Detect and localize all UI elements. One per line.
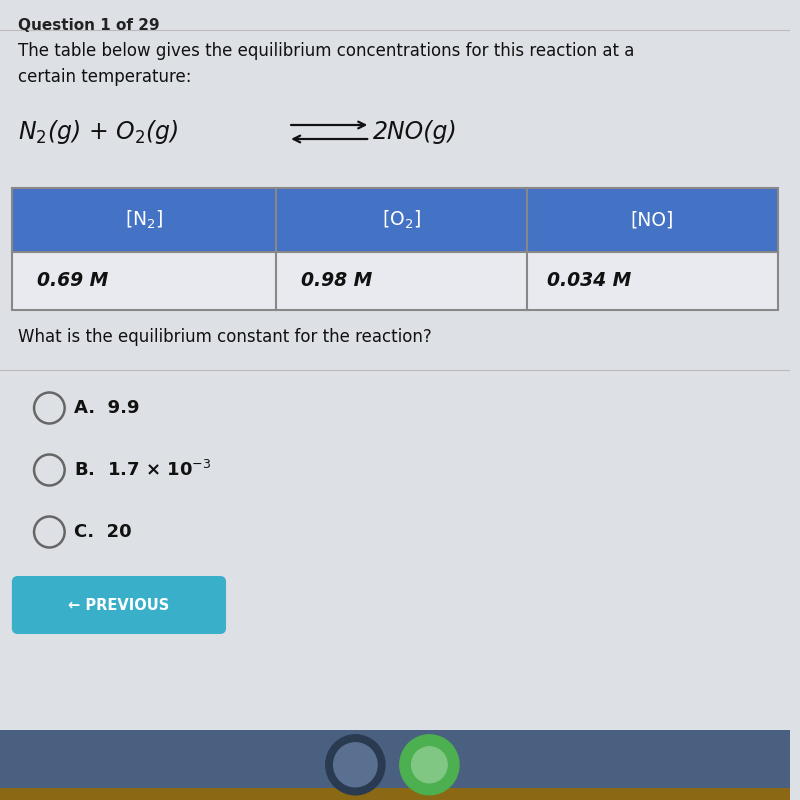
Circle shape xyxy=(412,747,447,782)
Text: 0.98 M: 0.98 M xyxy=(301,271,372,290)
Circle shape xyxy=(334,742,377,787)
Text: C.  20: C. 20 xyxy=(74,523,132,541)
FancyBboxPatch shape xyxy=(12,188,778,252)
Text: The table below gives the equilibrium concentrations for this reaction at a
cert: The table below gives the equilibrium co… xyxy=(18,42,634,86)
Text: A.  9.9: A. 9.9 xyxy=(74,399,139,417)
Circle shape xyxy=(326,734,385,795)
Text: [O$_2$]: [O$_2$] xyxy=(382,209,422,231)
FancyBboxPatch shape xyxy=(0,730,790,800)
Text: [NO]: [NO] xyxy=(630,210,674,230)
Text: 0.69 M: 0.69 M xyxy=(37,271,108,290)
Text: Question 1 of 29: Question 1 of 29 xyxy=(18,18,159,33)
FancyBboxPatch shape xyxy=(12,576,226,634)
Text: N$_2$(g) + O$_2$(g): N$_2$(g) + O$_2$(g) xyxy=(18,118,178,146)
Text: [N$_2$]: [N$_2$] xyxy=(125,209,163,231)
Text: 2NO(g): 2NO(g) xyxy=(373,120,458,144)
Text: What is the equilibrium constant for the reaction?: What is the equilibrium constant for the… xyxy=(18,328,431,346)
Bar xyxy=(12,188,778,310)
FancyBboxPatch shape xyxy=(12,252,778,310)
FancyBboxPatch shape xyxy=(0,788,790,800)
Circle shape xyxy=(400,734,459,795)
Text: 0.034 M: 0.034 M xyxy=(547,271,631,290)
Text: ← PREVIOUS: ← PREVIOUS xyxy=(68,598,170,613)
Text: B.  1.7 × 10$^{-3}$: B. 1.7 × 10$^{-3}$ xyxy=(74,460,211,480)
